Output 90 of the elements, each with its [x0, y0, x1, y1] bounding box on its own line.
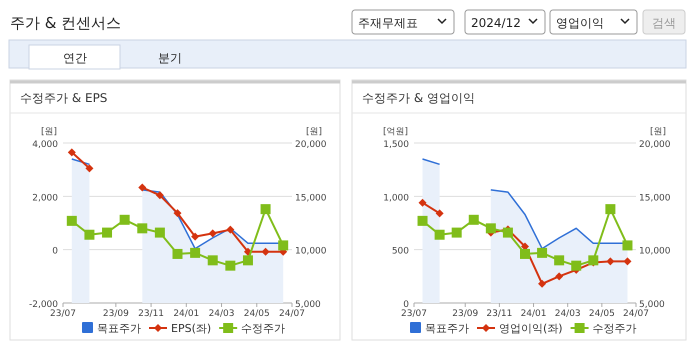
point [84, 230, 94, 240]
point [85, 164, 94, 172]
y-tick-label: 1,000 [383, 193, 410, 204]
x-tick-label: 24/07 [279, 309, 305, 319]
point [520, 248, 530, 259]
text: 분기 [158, 51, 182, 65]
point [502, 228, 513, 238]
point [260, 204, 271, 214]
y-axis-title: [억원] [382, 127, 408, 137]
point [208, 255, 218, 266]
y2-tick-label: 20,000 [295, 140, 327, 150]
y2-tick-label: 20,000 [639, 140, 671, 150]
x-tick-label: 23/09 [452, 309, 478, 319]
point [120, 214, 130, 225]
y2-tick-label: 15,000 [295, 193, 327, 204]
legend-label: 수정주가 [592, 322, 637, 335]
legend-label: 목표주가 [425, 322, 469, 335]
chart-title: 수정주가 & 영업이익 [362, 91, 475, 105]
point [138, 184, 146, 192]
y2-tick-label: 15,000 [639, 193, 671, 204]
point [571, 260, 582, 271]
x-tick-label: 24/03 [554, 309, 581, 319]
point [555, 272, 564, 280]
point [537, 248, 548, 258]
y2-axis-title: [원] [306, 127, 322, 137]
point [262, 248, 270, 256]
legend-label: 목표주가 [97, 322, 141, 335]
point [468, 214, 479, 225]
y-axis-title: [원] [40, 127, 57, 137]
x-tick-label: 23/11 [486, 309, 512, 319]
point [226, 226, 234, 234]
y-tick-label: 2,000 [32, 193, 58, 204]
point [436, 209, 444, 218]
x-tick-label: 24/01 [520, 309, 547, 319]
point [538, 280, 546, 288]
legend-label: 수정주가 [241, 322, 286, 335]
point [156, 191, 164, 200]
point [102, 228, 112, 238]
point [623, 257, 632, 266]
point [174, 209, 182, 218]
point [154, 228, 165, 238]
point [486, 223, 496, 234]
point [66, 216, 77, 226]
x-tick-label: 24/07 [623, 309, 649, 319]
y-tick-label: 500 [392, 246, 410, 257]
text: 검색 [652, 16, 676, 30]
y2-tick-label: 10,000 [639, 246, 671, 257]
legend-label: 영업이익(좌) [499, 322, 563, 335]
x-tick-label: 23/07 [50, 309, 76, 319]
text: 연간 [63, 51, 87, 65]
point [278, 240, 288, 250]
point [242, 255, 253, 266]
chart-title: 수정주가 & EPS [20, 91, 108, 105]
point [225, 260, 236, 271]
x-tick-label: 24/05 [588, 309, 615, 319]
x-tick-label: 23/07 [401, 309, 427, 319]
point [68, 148, 76, 156]
point [622, 240, 632, 250]
y2-tick-label: 5,000 [295, 300, 322, 310]
point [606, 257, 614, 266]
text: 주가 & 컨센서스 [10, 14, 122, 32]
point [418, 198, 427, 207]
point [418, 216, 428, 226]
y-tick-label: 1,500 [383, 140, 410, 150]
legend-label: EPS(좌) [171, 322, 212, 335]
text: 주재무제표 [358, 16, 418, 30]
y-tick-label: 0 [52, 246, 58, 257]
point [208, 229, 217, 238]
point [554, 255, 564, 266]
y2-axis-title: [원] [650, 127, 666, 137]
point [452, 228, 462, 238]
point [605, 204, 616, 214]
x-tick-label: 23/11 [138, 309, 164, 319]
point [172, 248, 182, 259]
x-tick-label: 24/05 [244, 309, 270, 319]
y-tick-label: 0 [403, 300, 410, 310]
x-tick-label: 24/03 [208, 309, 235, 319]
point [191, 232, 200, 241]
point [434, 230, 445, 240]
x-tick-label: 24/01 [173, 309, 200, 319]
point [137, 223, 148, 234]
text: 2024/12 [471, 16, 521, 30]
y2-tick-label: 10,000 [295, 246, 327, 257]
y-tick-label: 4,000 [32, 140, 58, 150]
text: 영업이익 [556, 16, 604, 30]
point [588, 255, 598, 266]
y2-tick-label: 5,000 [639, 300, 666, 310]
y-tick-label: -2,000 [28, 300, 58, 310]
point [190, 248, 200, 258]
x-tick-label: 23/09 [102, 309, 130, 319]
